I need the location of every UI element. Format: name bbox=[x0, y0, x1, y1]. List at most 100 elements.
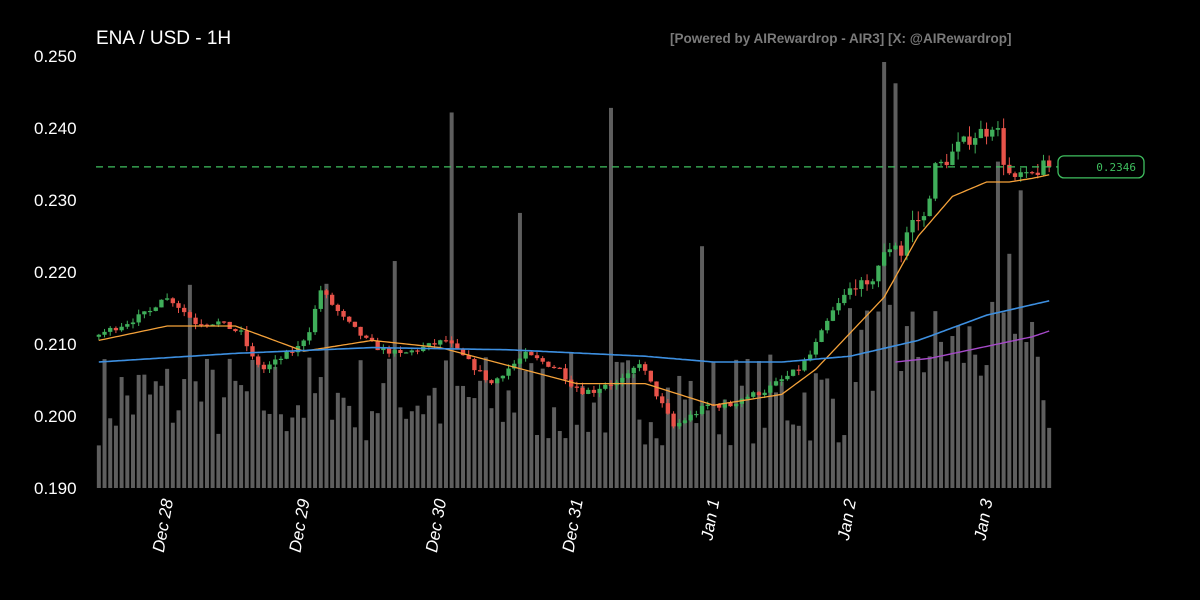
candle bbox=[665, 398, 671, 415]
candle bbox=[768, 381, 773, 396]
x-tick-label: Dec 31 bbox=[559, 497, 587, 553]
candle bbox=[176, 300, 181, 314]
candle bbox=[381, 344, 386, 354]
volume-bar bbox=[421, 414, 426, 488]
volume-bar bbox=[830, 398, 835, 488]
volume-bar bbox=[364, 440, 369, 488]
volume-bar bbox=[933, 311, 938, 488]
volume-bar bbox=[796, 425, 801, 488]
candle bbox=[546, 361, 551, 368]
candle bbox=[517, 353, 523, 368]
candle bbox=[415, 349, 420, 355]
candle bbox=[819, 328, 824, 343]
volume-bar bbox=[950, 336, 955, 488]
y-tick-label: 0.240 bbox=[34, 119, 77, 138]
candle bbox=[620, 373, 625, 387]
x-tick-label: Jan 2 bbox=[834, 497, 860, 543]
volume-bar bbox=[808, 440, 813, 488]
candle bbox=[973, 132, 978, 154]
volume-bar bbox=[665, 387, 670, 488]
candle bbox=[1029, 171, 1035, 175]
candle bbox=[108, 326, 113, 336]
volume-bar bbox=[199, 401, 204, 488]
volume-bar bbox=[734, 359, 739, 488]
last-price-badge bbox=[1057, 155, 1145, 179]
volume-bar bbox=[842, 435, 847, 488]
volume-bar bbox=[887, 304, 892, 488]
volume-bar bbox=[409, 411, 414, 488]
candle bbox=[278, 356, 284, 365]
volume-bar bbox=[978, 375, 983, 488]
candlestick-series bbox=[96, 118, 1052, 430]
volume-bar bbox=[352, 427, 357, 488]
candle bbox=[301, 339, 306, 351]
candle bbox=[170, 297, 175, 307]
volume-bar bbox=[580, 386, 585, 488]
volume-bar bbox=[626, 360, 631, 488]
candle bbox=[745, 394, 750, 400]
volume-bar bbox=[529, 363, 534, 488]
volume-bar bbox=[1013, 333, 1018, 488]
volume-bar bbox=[597, 389, 602, 488]
candle bbox=[506, 364, 511, 380]
x-tick-label: Dec 28 bbox=[149, 497, 177, 554]
candle bbox=[870, 278, 875, 289]
candle bbox=[694, 410, 699, 418]
volume-bar bbox=[130, 414, 135, 488]
volume-bar bbox=[865, 310, 870, 488]
candle bbox=[113, 326, 119, 334]
volume-bar bbox=[222, 397, 227, 488]
candle bbox=[893, 242, 898, 251]
candle bbox=[233, 328, 238, 333]
candle bbox=[586, 387, 591, 395]
volume-bar bbox=[677, 375, 682, 488]
candle bbox=[984, 122, 989, 145]
candle bbox=[1007, 157, 1012, 175]
volume-bar bbox=[125, 395, 130, 488]
candle bbox=[250, 342, 255, 360]
candle bbox=[455, 338, 460, 350]
volume-bar bbox=[341, 397, 346, 488]
candle bbox=[688, 410, 693, 422]
candle bbox=[261, 361, 267, 373]
volume-bar bbox=[882, 62, 887, 488]
candle bbox=[557, 367, 562, 369]
volume-bar bbox=[461, 385, 466, 488]
candle bbox=[187, 309, 193, 318]
volume-bar bbox=[682, 399, 687, 488]
volume-bar bbox=[153, 381, 158, 488]
candle bbox=[950, 143, 955, 166]
candle bbox=[142, 311, 147, 319]
volume-bar bbox=[535, 434, 540, 488]
candle bbox=[483, 370, 488, 383]
volume-bar bbox=[96, 445, 101, 488]
candle bbox=[910, 210, 915, 243]
volume-bar bbox=[956, 325, 961, 488]
ma-fast-line bbox=[98, 174, 1050, 406]
volume-bar bbox=[728, 445, 733, 488]
volume-bar bbox=[165, 368, 170, 488]
volume-bar bbox=[227, 358, 232, 488]
volume-bar bbox=[1047, 427, 1052, 488]
volume-bar bbox=[614, 361, 619, 488]
volume-bar bbox=[301, 417, 306, 488]
volume-bar bbox=[347, 405, 352, 488]
candle bbox=[864, 274, 870, 291]
volume-bar bbox=[995, 161, 1000, 488]
candle bbox=[967, 126, 972, 150]
candle bbox=[341, 309, 346, 321]
candle bbox=[927, 195, 932, 217]
volume-bar bbox=[779, 381, 784, 488]
candle bbox=[512, 360, 517, 371]
volume-bar bbox=[244, 391, 249, 488]
volume-bar bbox=[142, 374, 147, 488]
candle bbox=[534, 351, 540, 361]
candle bbox=[329, 292, 335, 306]
candle bbox=[312, 305, 318, 335]
volume-bar bbox=[426, 395, 431, 488]
volume-bar bbox=[113, 425, 118, 488]
x-tick-label: Dec 30 bbox=[422, 497, 450, 554]
x-axis: Dec 28 Dec 29 Dec 30 Dec 31 Jan 1 Jan 2 Jan 3 bbox=[149, 497, 997, 554]
candle bbox=[358, 326, 363, 340]
x-tick-label: Jan 3 bbox=[970, 497, 996, 543]
